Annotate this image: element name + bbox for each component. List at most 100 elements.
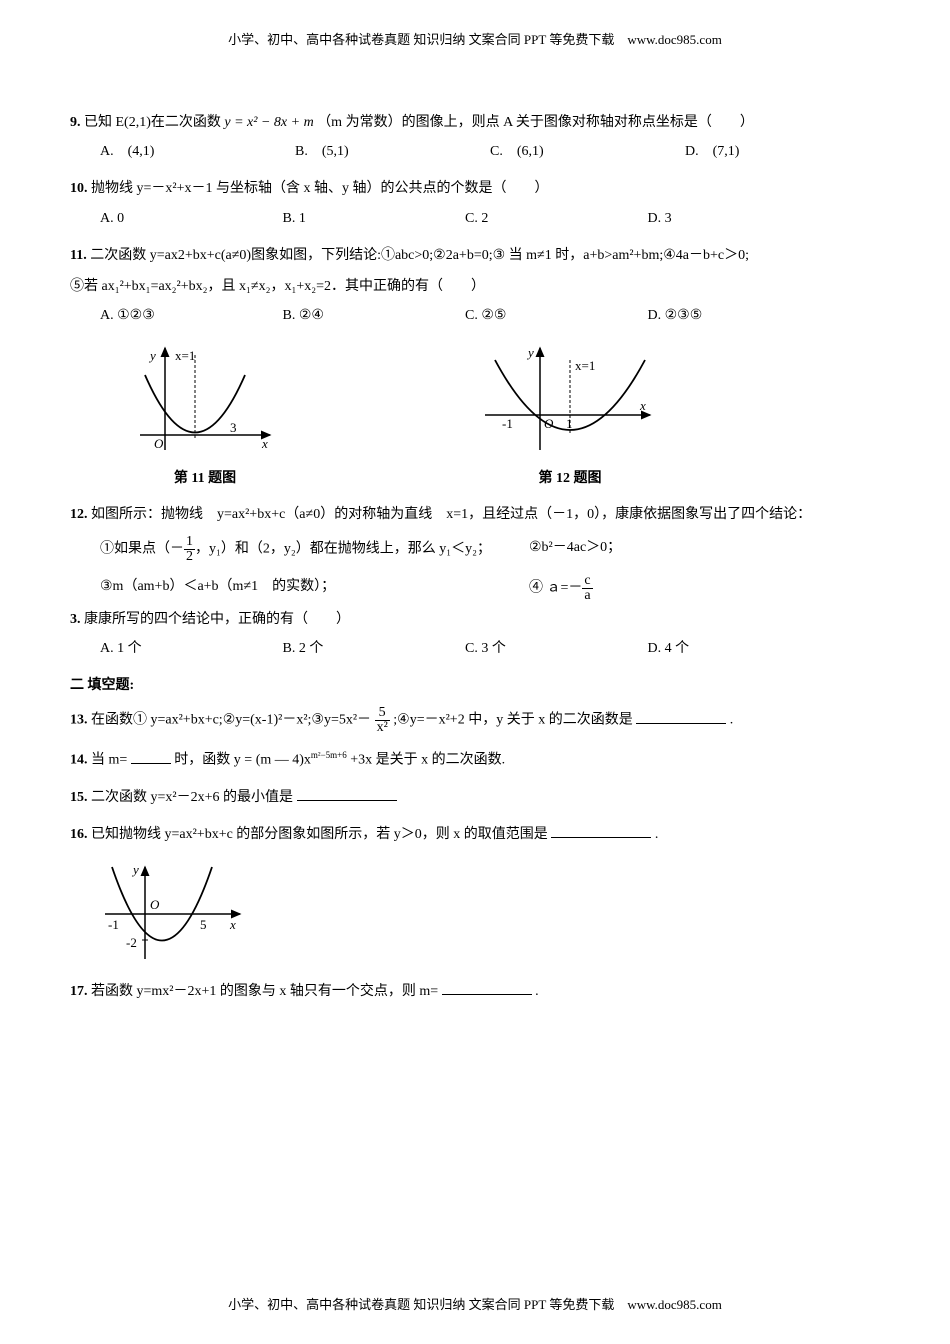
q15-blank [297,787,397,801]
q14-text-a: 当 m= [91,753,127,768]
svg-text:y: y [526,345,534,360]
q14-num: 14. [70,753,88,768]
question-14: 14. 当 m= 时，函数 y = (m — 4)xm²−5m+6 +3x 是关… [70,747,880,773]
fig12-axis-label: x=1 [575,358,595,373]
question-9: 9. 已知 E(2,1)在二次函数 y = x² − 8x + m （m 为常数… [70,110,880,164]
q17-text-a: 若函数 y=mx²－2x+1 的图象与 x 轴只有一个交点，则 m= [91,984,438,999]
q14-exp: m²−5m+6 [311,750,347,760]
q12-c1b: ，y₁）和（2，y₂）都在抛物线上，那么 y₁＜y₂； [195,541,491,556]
q12-tail-line: 3. 康康所写的四个结论中，正确的有（ ） [70,607,880,632]
q12-tail-num: 3. [70,612,81,627]
q15-text: 二次函数 y=x²－2x+6 的最小值是 [91,790,293,805]
section-2-title: 二 填空题: [70,673,880,698]
page-header: 小学、初中、高中各种试卷真题 知识归纳 文案合同 PPT 等免费下载 www.d… [0,28,950,51]
fig12-right: 1 [566,416,573,431]
q13-text-b: ;④y=－x²+2 中，y 关于 x 的二次函数是 [393,713,632,728]
q15-num: 15. [70,790,88,805]
q14-blank [131,750,171,764]
q14-text-b: 时，函数 y = (m — 4)x [174,753,311,768]
svg-text:O: O [154,436,164,451]
q14-text-c: +3x 是关于 x 的二次函数. [350,753,505,768]
q17-num: 17. [70,984,88,999]
q9-opt-c: C. (6,1) [490,139,685,164]
fig11-axis-label: x=1 [175,348,195,363]
q12-text: 如图所示：抛物线 y=ax²+bx+c（a≠0）的对称轴为直线 x=1，且经过点… [91,507,811,522]
q9-opt-a: A. (4,1) [100,139,295,164]
fig12-left: -1 [502,416,513,431]
question-15: 15. 二次函数 y=x²－2x+6 的最小值是 [70,785,880,810]
q16-text-a: 已知抛物线 y=ax²+bx+c 的部分图象如图所示，若 y＞0，则 x 的取值… [91,827,548,842]
question-12: 12. 如图所示：抛物线 y=ax²+bx+c（a≠0）的对称轴为直线 x=1，… [70,502,880,662]
q9-opt-b: B. (5,1) [295,139,490,164]
q17-blank [442,981,532,995]
question-13: 13. 在函数① y=ax²+bx+c;②y=(x-1)²－x²;③y=5x²－… [70,706,880,735]
q13-num: 13. [70,713,88,728]
fig11-caption: 第 11 题图 [130,466,280,491]
figure-11-svg: y x=1 O 3 x [130,340,280,460]
figure-11: y x=1 O 3 x 第 11 题图 [130,340,280,491]
figures-row: y x=1 O 3 x 第 11 题图 y x=1 [130,340,880,491]
svg-text:x: x [229,917,236,932]
svg-text:O: O [150,897,160,912]
q12-num: 12. [70,507,88,522]
q11-text2: ⑤若 ax₁²+bx₁=ax₂²+bx₂，且 x₁≠x₂，x₁+x₂=2．其中正… [70,274,880,299]
fig16-left: -1 [108,917,119,932]
q12-c1: ①如果点（－12，y₁）和（2，y₂）都在抛物线上，那么 y₁＜y₂； [100,535,529,564]
question-11: 11. 二次函数 y=ax2+bx+c(a≠0)图象如图，下列结论:①abc>0… [70,243,880,329]
q12-tail: 康康所写的四个结论中，正确的有（ ） [84,612,350,627]
q12-opt-a: A. 1 个 [100,636,283,661]
fig16-y: -2 [126,935,137,950]
q12-opt-d: D. 4 个 [648,636,831,661]
q12-opt-c: C. 3 个 [465,636,648,661]
q11-opt-b: B. ②④ [283,303,466,328]
q11-text: 二次函数 y=ax2+bx+c(a≠0)图象如图，下列结论:①abc>0;②2a… [90,248,749,263]
q16-blank [551,824,651,838]
q10-num: 10. [70,181,88,196]
q10-opt-c: C. 2 [465,206,648,231]
question-10: 10. 抛物线 y=－x²+x－1 与坐标轴（含 x 轴、y 轴）的公共点的个数… [70,176,880,230]
figure-16-svg: y O -1 5 x -2 [100,859,250,969]
q11-opt-d: D. ②③⑤ [648,303,831,328]
q12-c4: ④ ａ=－ca [529,574,880,603]
q13-text-a: 在函数① y=ax²+bx+c;②y=(x-1)²－x²;③y=5x²－ [91,713,371,728]
content: 9. 已知 E(2,1)在二次函数 y = x² − 8x + m （m 为常数… [70,110,880,1005]
q10-text: 抛物线 y=－x²+x－1 与坐标轴（含 x 轴、y 轴）的公共点的个数是（ ） [91,181,549,196]
figure-16: y O -1 5 x -2 [100,859,880,969]
q10-opt-d: D. 3 [648,206,831,231]
q9-opt-d: D. (7,1) [685,139,880,164]
q11-opt-c: C. ②⑤ [465,303,648,328]
svg-text:O: O [544,416,554,431]
q17-tail: . [535,984,539,999]
q9-num: 9. [70,115,81,130]
fig12-caption: 第 12 题图 [480,466,660,491]
figure-12: y x=1 O -1 1 x 第 12 题图 [480,340,660,491]
q9-text-b: （m 为常数）的图像上，则点 A 关于图像对称轴对称点坐标是（ ） [317,115,754,130]
svg-text:x: x [261,436,268,451]
q13-tail: . [730,713,734,728]
q9-formula: y = x² − 8x + m [224,115,313,130]
q10-opt-b: B. 1 [283,206,466,231]
q9-text-a: 已知 E(2,1)在二次函数 [84,115,221,130]
fig11-xint: 3 [230,420,237,435]
q9-options: A. (4,1) B. (5,1) C. (6,1) D. (7,1) [70,139,880,164]
q11-num: 11. [70,248,87,263]
q12-opt-b: B. 2 个 [283,636,466,661]
q11-options: A. ①②③ B. ②④ C. ②⑤ D. ②③⑤ [70,303,880,328]
svg-text:y: y [148,348,156,363]
figure-12-svg: y x=1 O -1 1 x [480,340,660,460]
question-16: 16. 已知抛物线 y=ax²+bx+c 的部分图象如图所示，若 y＞0，则 x… [70,822,880,847]
svg-text:x: x [639,398,646,413]
question-17: 17. 若函数 y=mx²－2x+1 的图象与 x 轴只有一个交点，则 m= . [70,979,880,1004]
svg-text:y: y [131,862,139,877]
q10-options: A. 0 B. 1 C. 2 D. 3 [70,206,880,231]
q11-opt-a: A. ①②③ [100,303,283,328]
q12-c3: ③m（am+b）＜a+b（m≠1 的实数）； [100,574,529,603]
q12-c2: ②b²－4ac＞0； [529,535,880,564]
fig16-right: 5 [200,917,207,932]
q12-c1a: ①如果点（－ [100,541,184,556]
q16-tail: . [655,827,659,842]
q16-num: 16. [70,827,88,842]
q10-opt-a: A. 0 [100,206,283,231]
page-footer: 小学、初中、高中各种试卷真题 知识归纳 文案合同 PPT 等免费下载 www.d… [0,1293,950,1316]
q13-blank [636,710,726,724]
